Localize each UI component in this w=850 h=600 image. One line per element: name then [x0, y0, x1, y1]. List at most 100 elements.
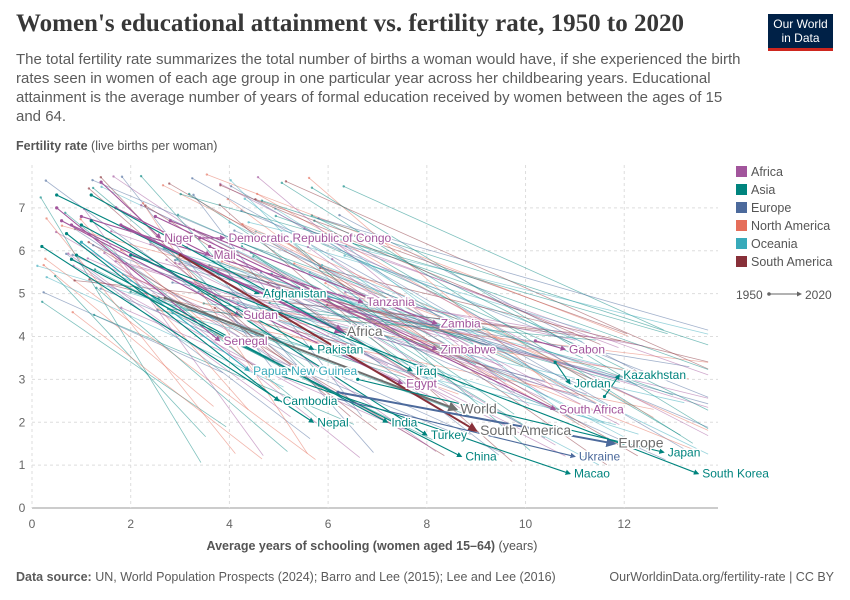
- series-label[interactable]: Mali: [212, 247, 237, 264]
- trajectory-jordan[interactable]: [554, 361, 571, 385]
- series-label[interactable]: Egypt: [405, 375, 439, 392]
- background-trajectory: [87, 258, 251, 329]
- series-label[interactable]: Afghanistan: [262, 285, 328, 302]
- trajectory-afghanistan[interactable]: [56, 194, 261, 295]
- series-label[interactable]: Jordan: [572, 375, 612, 392]
- y-tick-label: 4: [19, 330, 26, 344]
- start-point: [55, 193, 59, 197]
- background-trajectory: [244, 198, 506, 383]
- series-label[interactable]: Papua New Guinea: [252, 362, 359, 379]
- series-label[interactable]: South America: [479, 420, 573, 439]
- series-label[interactable]: South Korea: [701, 465, 771, 482]
- start-point: [79, 223, 83, 227]
- series-label[interactable]: Europe: [617, 433, 665, 452]
- background-trajectory: [145, 205, 432, 387]
- trajectory-gabon[interactable]: [535, 340, 567, 351]
- series-label[interactable]: Macao: [572, 465, 611, 482]
- series-label[interactable]: Sudan: [242, 307, 280, 324]
- background-start-point: [44, 257, 47, 261]
- legend-label[interactable]: Europe: [751, 201, 791, 215]
- background-start-point: [309, 233, 313, 236]
- series-label[interactable]: China: [464, 448, 499, 465]
- series-label[interactable]: World: [459, 399, 498, 418]
- series-label[interactable]: Cambodia: [281, 392, 339, 409]
- trajectory-zimbabwe[interactable]: [155, 215, 438, 350]
- series-label[interactable]: Senegal: [222, 332, 269, 349]
- trajectory-nepal[interactable]: [41, 246, 315, 423]
- legend-swatch[interactable]: [736, 238, 747, 249]
- legend-swatch[interactable]: [736, 256, 747, 267]
- trajectory-china[interactable]: [71, 258, 463, 458]
- series-label[interactable]: South Africa: [558, 401, 626, 418]
- start-point: [356, 377, 360, 381]
- series-label[interactable]: Zambia: [439, 315, 482, 332]
- trajectory-iraq[interactable]: [90, 194, 413, 372]
- series-label[interactable]: Zimbabwe: [439, 341, 498, 358]
- background-start-point: [324, 281, 327, 285]
- legend-swatch[interactable]: [736, 202, 747, 213]
- background-start-point: [229, 184, 233, 188]
- background-trajectory: [168, 308, 481, 332]
- legend-swatch[interactable]: [736, 184, 747, 195]
- series-label[interactable]: Kazakhstan: [622, 367, 688, 384]
- series-label[interactable]: Japan: [666, 444, 702, 461]
- series-label[interactable]: Ukraine: [577, 448, 622, 465]
- trajectory-tanzania[interactable]: [81, 215, 364, 304]
- y-axis-label: Fertility rate (live births per woman): [16, 139, 217, 153]
- trajectory-zambia[interactable]: [169, 220, 438, 325]
- legend-label[interactable]: Asia: [751, 183, 775, 197]
- source-url[interactable]: OurWorldinData.org/fertility-rate | CC B…: [609, 570, 834, 584]
- trajectory-south-korea[interactable]: [130, 254, 700, 475]
- series-label[interactable]: Africa: [345, 322, 384, 341]
- trajectory-south-america[interactable]: [179, 254, 478, 432]
- start-point: [40, 244, 44, 249]
- trajectory-south-africa[interactable]: [209, 245, 557, 410]
- legend-swatch[interactable]: [736, 166, 747, 177]
- background-trajectory: [140, 175, 319, 373]
- background-start-point: [317, 217, 320, 220]
- series-label[interactable]: Gabon: [568, 341, 607, 358]
- legend-label[interactable]: Oceania: [751, 237, 798, 251]
- series-label[interactable]: Turkey: [429, 427, 468, 444]
- background-start-point: [343, 254, 346, 257]
- trajectory-senegal[interactable]: [56, 207, 221, 342]
- owid-logo[interactable]: Our World in Data: [768, 14, 833, 51]
- series-label[interactable]: Niger: [163, 229, 195, 246]
- background-start-point: [60, 224, 64, 227]
- background-start-point: [229, 179, 232, 182]
- background-start-point: [205, 173, 209, 176]
- series-label[interactable]: Democratic Republic of Congo: [227, 229, 393, 246]
- series-label[interactable]: Nepal: [316, 414, 350, 431]
- legend-label[interactable]: South America: [751, 255, 832, 269]
- background-start-point: [100, 185, 103, 189]
- series-label[interactable]: India: [390, 414, 419, 431]
- trajectory-mali[interactable]: [115, 207, 211, 256]
- trajectory-ukraine[interactable]: [327, 395, 576, 459]
- legend-label[interactable]: North America: [751, 219, 830, 233]
- x-tick-label: 6: [325, 517, 332, 531]
- trajectory-niger[interactable]: [100, 181, 162, 239]
- trajectory-africa[interactable]: [120, 224, 345, 334]
- trajectory-kazakhstan[interactable]: [604, 374, 620, 397]
- legend-swatch[interactable]: [736, 220, 747, 231]
- background-start-point: [247, 275, 250, 279]
- trajectory-turkey[interactable]: [90, 220, 428, 436]
- background-trajectory: [302, 289, 498, 380]
- legend-label[interactable]: Africa: [751, 165, 783, 179]
- series-label[interactable]: Tanzania: [365, 294, 416, 311]
- series-label[interactable]: Pakistan: [316, 341, 365, 358]
- trajectory-egypt[interactable]: [71, 224, 404, 385]
- background-start-point: [191, 177, 194, 180]
- series-label[interactable]: Iraq: [415, 362, 439, 379]
- start-point: [79, 214, 83, 219]
- background-trajectory: [296, 290, 556, 446]
- trajectory-macao[interactable]: [253, 365, 571, 475]
- trajectory-pakistan[interactable]: [81, 224, 315, 350]
- trajectory-cambodia[interactable]: [66, 233, 280, 402]
- start-point: [168, 219, 172, 223]
- background-trajectory: [256, 193, 654, 418]
- trajectory-japan[interactable]: [357, 378, 665, 454]
- trajectory-europe[interactable]: [337, 391, 617, 448]
